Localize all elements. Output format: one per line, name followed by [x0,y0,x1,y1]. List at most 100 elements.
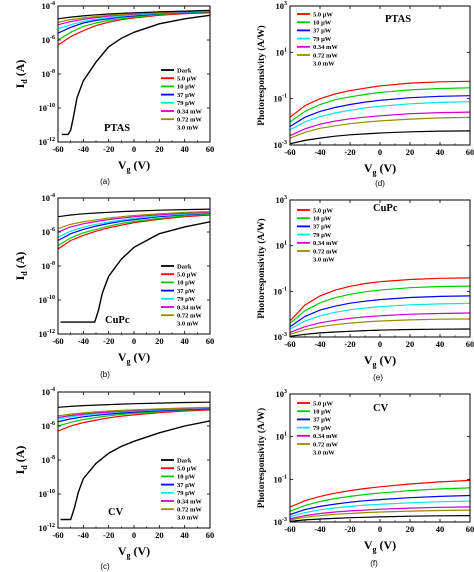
legend-entry: 0.72 mW [313,52,338,59]
series-line [290,295,470,328]
x-tick-label: -40 [314,147,325,157]
series-line [58,208,210,218]
y-tick-base: 10 [42,387,51,397]
y-axis-label-unit: (A) [13,252,27,272]
y-tick-label: 10-1 [274,474,288,484]
series-line [61,14,210,136]
y-tick-base: 10 [274,94,283,104]
legend-entry: 0.34 mW [177,108,202,115]
series-line [290,500,470,518]
series-line [58,408,210,427]
y-tick-label: 103 [276,1,288,11]
legend-entry: 0.34 mW [177,498,202,505]
legend-entry: 3.0 mW [177,321,199,328]
x-axis-label-main: V [118,544,127,558]
x-axis-label: Vg (V) [118,544,150,560]
x-tick-label: 0 [378,147,382,157]
x-tick-label: 20 [155,530,164,540]
y-tick-exponent: -12 [47,523,55,529]
y-tick-exponent: -12 [47,137,55,143]
y-tick-label: 10-8 [42,261,56,271]
x-axis-label-unit: (V) [131,544,151,558]
legend-entry: 37 μW [177,288,196,295]
y-tick-label: 10-10 [39,295,56,305]
x-tick-label: 40 [180,530,189,540]
x-tick-label: -20 [344,524,355,534]
y-axis-label: Id (A) [13,60,29,89]
legend-entry: 10 μW [177,84,196,91]
x-tick-label: 40 [436,147,445,157]
y-tick-base: 10 [42,421,51,431]
x-axis-label-unit: (V) [131,158,151,172]
series-line [290,312,470,333]
legend-entry: 0.72 mW [177,507,202,514]
series-line [58,401,210,408]
y-tick-base: 10 [276,241,285,251]
series-line [58,9,210,20]
x-tick-label: 20 [155,336,164,346]
y-tick-label: 10-12 [39,523,56,533]
series-line [58,214,210,250]
x-axis-label-unit: (V) [377,353,397,367]
legend-entry: 37 μW [313,417,332,424]
legend-entry: 0.34 mW [177,304,202,311]
y-axis-label: Photoresponsivity (A/W) [256,218,267,318]
x-tick-label: 0 [132,144,136,154]
legend-entry: 10 μW [177,280,196,287]
y-tick-label: 10-10 [39,489,56,499]
legend-entry: Dark [177,67,192,74]
y-tick-label: 10-6 [42,421,56,431]
y-tick-exponent: -4 [50,193,55,199]
y-tick-base: 10 [276,432,285,442]
y-tick-exponent: -1 [282,474,287,480]
legend-entry: 5.0 μW [177,272,197,279]
legend-entry: 79 μW [313,425,332,432]
y-tick-exponent: -8 [50,261,55,267]
y-tick-base: 10 [42,193,51,203]
x-axis-label-main: V [364,538,373,552]
legend-entry: 3.0 mW [313,61,335,68]
series-line [58,407,210,423]
x-tick-label: 0 [132,336,136,346]
panel-a: -60 -40 -20 0 20 40 6010-1210-1010-810-610-4Vg… [13,1,214,186]
y-tick-base: 10 [39,329,48,339]
y-tick-base: 10 [276,47,285,57]
x-axis-label-unit: (V) [377,161,397,175]
series-line [290,506,470,520]
y-tick-base: 10 [276,195,285,205]
x-axis-label-sub: g [127,551,131,560]
y-tick-label: 10-3 [274,517,288,527]
x-tick-label: -20 [344,147,355,157]
series-line [290,302,470,330]
panel-label: (d) [375,179,385,188]
series-line [60,221,210,323]
x-tick-label: 20 [406,339,415,349]
y-tick-base: 10 [39,523,48,533]
y-tick-base: 10 [274,332,283,342]
x-axis-label-sub: g [373,360,377,369]
x-tick-label: 60 [466,524,474,534]
y-tick-exponent: -10 [47,103,55,109]
y-tick-label: 10-4 [42,387,56,397]
x-axis-label-main: V [118,158,127,172]
y-axis-label: Photoresponsivity (A/W) [256,25,267,125]
y-tick-exponent: -3 [282,517,287,523]
y-axis-label: Id (A) [13,446,29,475]
y-tick-exponent: 1 [284,241,287,247]
series-line [290,515,470,522]
legend-entry: 0.72 mW [313,441,338,448]
y-tick-label: 10-1 [274,286,288,296]
x-tick-label: 0 [132,530,136,540]
x-tick-label: 40 [436,339,445,349]
y-tick-label: 103 [276,195,288,205]
y-tick-exponent: -10 [47,295,55,301]
y-tick-base: 10 [276,389,285,399]
y-tick-exponent: -1 [282,94,287,100]
y-tick-label: 10-12 [39,329,56,339]
x-tick-label: -20 [103,144,114,154]
x-axis-label-unit: (V) [377,538,397,552]
x-tick-label: 20 [155,144,164,154]
x-axis-label: Vg (V) [364,161,396,177]
series-line [290,328,470,337]
